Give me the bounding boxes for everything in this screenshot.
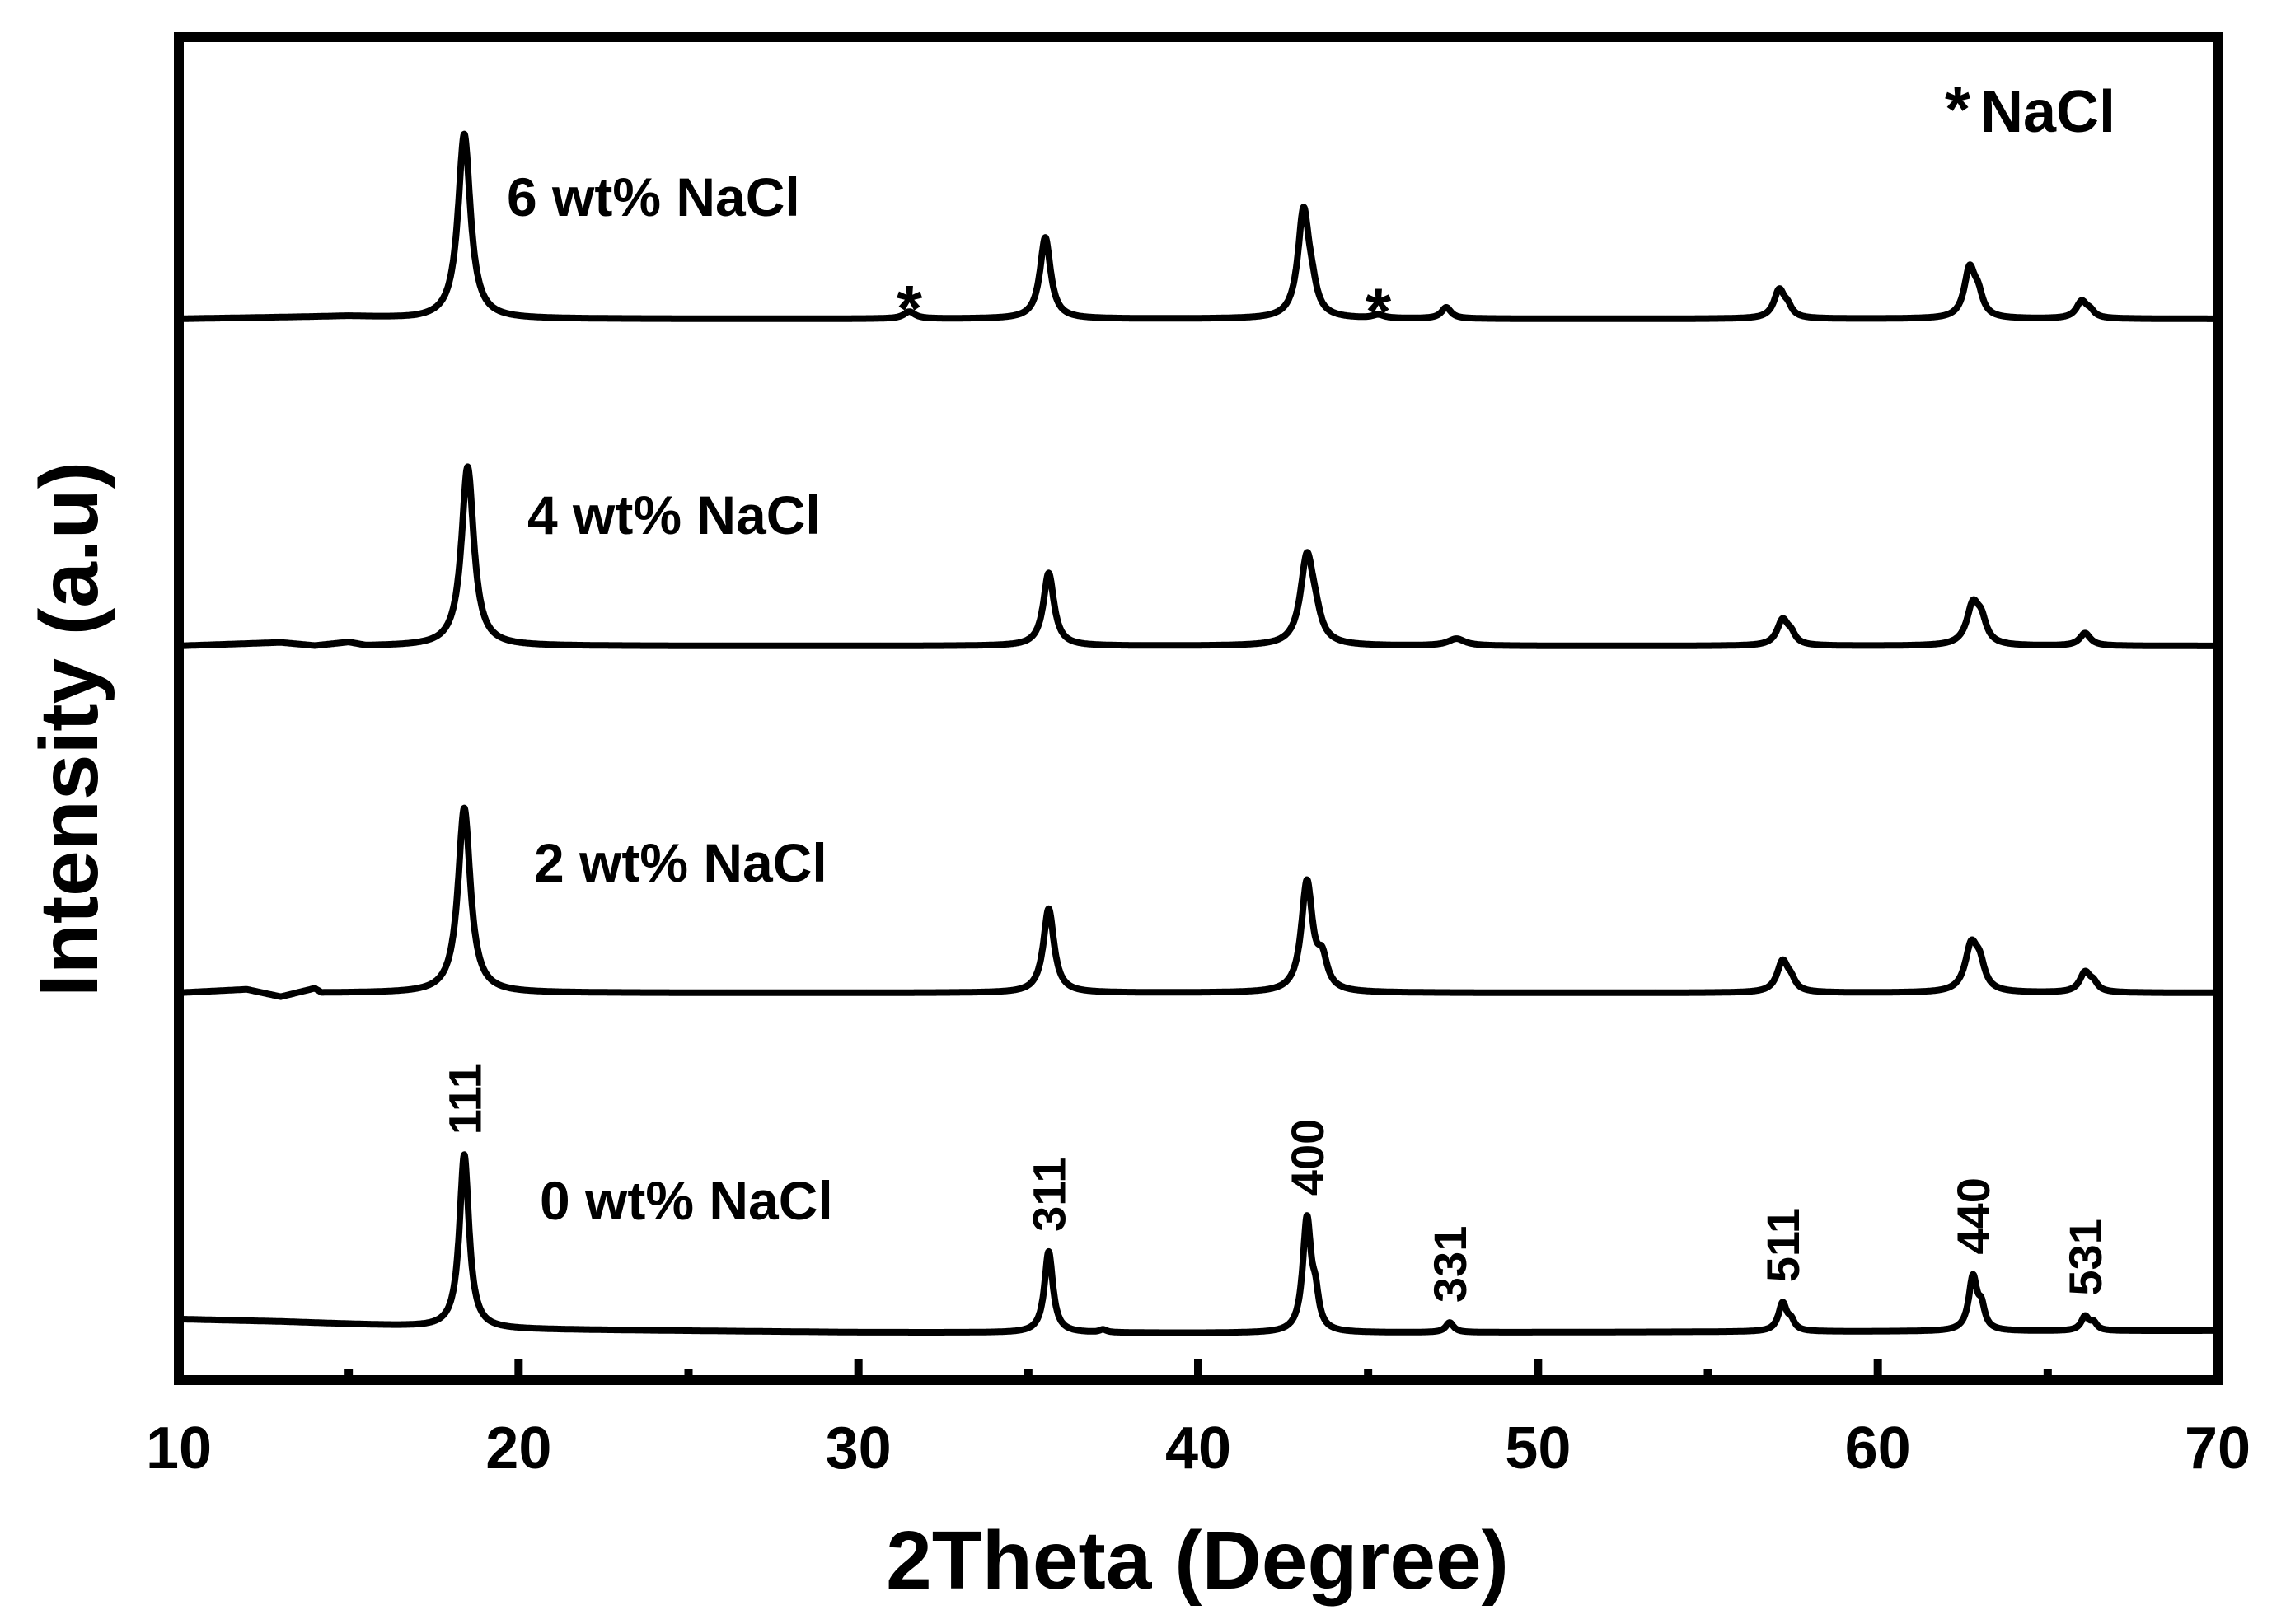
series-labels: 0 wt% NaCl 2 wt% NaCl 4 wt% NaCl 6 wt% NaCl (507, 166, 833, 1231)
peak-label-511: 511 (1757, 1208, 1809, 1282)
trace-4-wt-nacl (176, 463, 2221, 649)
legend-star: * (1945, 73, 1971, 146)
legend: * NaCl (1945, 73, 2115, 146)
x-tick-label-40: 40 (1165, 1416, 1231, 1481)
series-label-0-wt-nacl: 0 wt% NaCl (540, 1170, 833, 1231)
peak-label-111: 111 (438, 1063, 490, 1135)
series-traces (176, 130, 2221, 1336)
nacl-markers: * * (897, 272, 1392, 348)
trace-6-wt-nacl (176, 130, 2221, 322)
series-label-2-wt-nacl: 2 wt% NaCl (534, 832, 827, 893)
peak-label-331: 331 (1424, 1226, 1476, 1303)
x-tick-label-30: 30 (826, 1416, 892, 1481)
peak-label-531: 531 (2059, 1219, 2111, 1295)
trace-2-wt-nacl (176, 804, 2221, 1000)
trace-0-wt-nacl (176, 1151, 2221, 1336)
peak-label-311: 311 (1024, 1158, 1075, 1232)
x-axis-title: 2Theta (Degree) (886, 1514, 1509, 1607)
peak-label-440: 440 (1947, 1177, 1999, 1254)
nacl-marker-2: * (1366, 275, 1392, 349)
x-tick-label-70: 70 (2185, 1416, 2251, 1481)
series-label-4-wt-nacl: 4 wt% NaCl (527, 484, 821, 545)
x-axis-ticks (175, 1359, 2222, 1380)
series-label-6-wt-nacl: 6 wt% NaCl (507, 166, 800, 227)
x-axis-tick-labels: 10 20 30 40 50 60 70 (146, 1416, 2251, 1481)
x-tick-label-20: 20 (485, 1416, 551, 1481)
peak-labels: 111 311 400 331 511 440 531 (438, 1063, 2111, 1303)
x-tick-label-50: 50 (1505, 1416, 1571, 1481)
y-axis-title: Intensity (a.u) (23, 461, 115, 997)
legend-text: NaCl (1980, 79, 2115, 145)
plot-frame (174, 32, 2223, 1385)
peak-label-400: 400 (1281, 1119, 1333, 1196)
x-tick-label-10: 10 (146, 1416, 212, 1481)
nacl-marker-1: * (897, 272, 923, 345)
x-tick-label-60: 60 (1845, 1416, 1911, 1481)
